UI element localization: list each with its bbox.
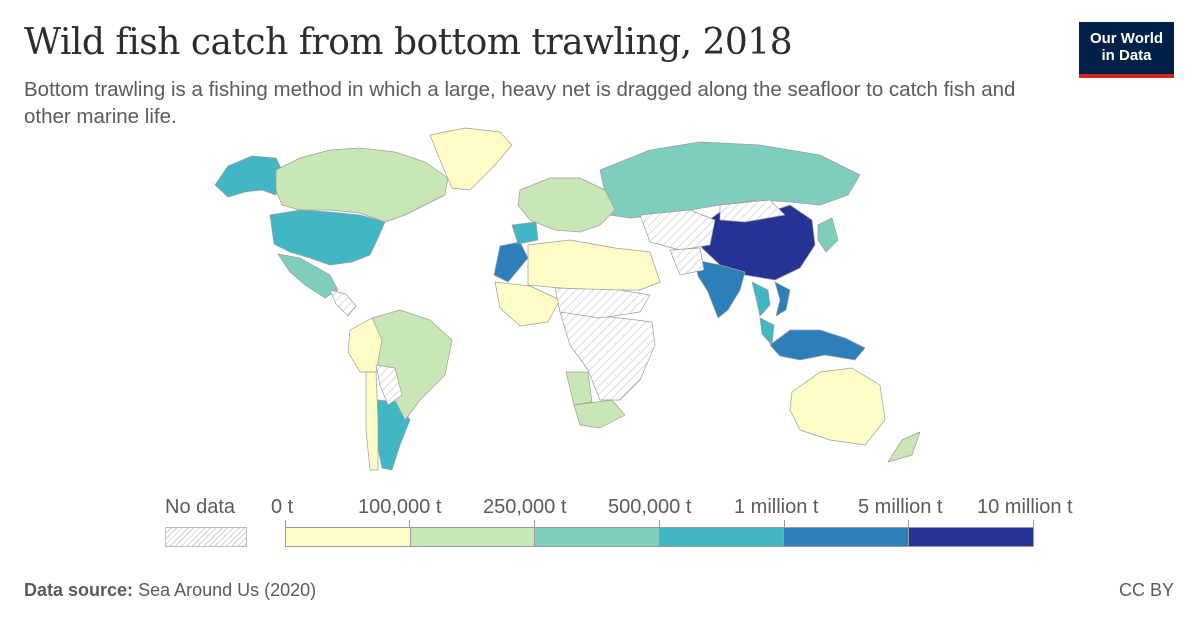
legend-tick-label: 250,000 t: [483, 496, 567, 518]
legend-swatch[interactable]: [286, 528, 411, 546]
logo-line-2: in Data: [1101, 47, 1152, 64]
country-afghanistan[interactable]: Afghanistan: [669, 247, 705, 276]
country-mexico[interactable]: Mexico: [277, 253, 339, 299]
legend-swatch[interactable]: [659, 528, 784, 546]
country-greenland[interactable]: Greenland: [429, 127, 513, 191]
legend-swatch[interactable]: [410, 528, 535, 546]
country-south-africa[interactable]: South Africa: [573, 399, 626, 429]
country-indonesia[interactable]: Indonesia: [769, 329, 866, 361]
country-vietnam[interactable]: Vietnam: [774, 281, 791, 317]
chart-subtitle: Bottom trawling is a fishing method in w…: [24, 78, 1016, 128]
country-west-africa[interactable]: West Africa: [494, 281, 561, 327]
country-north-africa[interactable]: North Africa: [527, 239, 661, 291]
country-new-zealand[interactable]: New Zealand: [887, 431, 921, 463]
country-bolivia-paraguay[interactable]: Bolivia / Paraguay: [375, 364, 403, 406]
legend-tick: [784, 520, 785, 527]
country-central-africa[interactable]: Central Africa: [559, 311, 656, 401]
legend-no-data-label: No data: [165, 496, 236, 518]
data-source: Data source: Sea Around Us (2020): [24, 580, 316, 601]
legend-swatch[interactable]: [535, 528, 660, 546]
country-australia[interactable]: Australia: [789, 367, 886, 446]
country-spain[interactable]: Spain: [511, 221, 539, 245]
legend-tick: [285, 520, 286, 527]
country-malaysia[interactable]: Malaysia: [759, 317, 775, 346]
data-source-text[interactable]: Sea Around Us (2020): [138, 580, 317, 600]
legend-tick: [1033, 520, 1034, 527]
legend-tick: [908, 520, 909, 527]
legend-tick: [534, 520, 535, 527]
country-japan[interactable]: Japan: [817, 217, 839, 253]
country-thailand[interactable]: Thailand: [751, 281, 771, 317]
country-canada[interactable]: Canada: [275, 147, 449, 223]
country-europe-most[interactable]: Europe (most): [517, 177, 616, 233]
legend-color-scale: [285, 527, 1034, 547]
country-kazakhstan-central-asia[interactable]: Kazakhstan / Central Asia: [639, 209, 716, 251]
legend-tick-label: 100,000 t: [358, 496, 442, 518]
country-india[interactable]: India: [694, 259, 746, 319]
license-link[interactable]: CC BY: [1118, 580, 1174, 600]
logo-line-1: Our World: [1089, 30, 1164, 47]
legend-tick-label: 0 t: [271, 496, 294, 518]
data-source-label: Data source:: [24, 580, 134, 600]
country-namibia[interactable]: Namibia: [565, 371, 593, 406]
country-mongolia[interactable]: Mongolia: [719, 199, 786, 223]
country-sahel[interactable]: Sahel: [554, 287, 651, 319]
legend-swatch[interactable]: [784, 528, 909, 546]
owid-logo[interactable]: Our World in Data: [1079, 22, 1174, 78]
country-united-states[interactable]: United States: [269, 209, 386, 266]
legend-tick-label: 1 million t: [734, 496, 819, 518]
legend-swatch[interactable]: [908, 528, 1033, 546]
legend-tick: [409, 520, 410, 527]
legend-tick: [659, 520, 660, 527]
country-morocco[interactable]: Morocco: [493, 241, 529, 283]
legend-tick-label: 10 million t: [977, 496, 1073, 518]
country-central-america[interactable]: Central America: [329, 289, 357, 317]
country-chile[interactable]: Chile: [365, 371, 379, 471]
country-alaska-united-states[interactable]: Alaska (United States): [214, 155, 283, 198]
legend-tick-label: 5 million t: [858, 496, 943, 518]
legend-no-data-swatch: [165, 527, 247, 547]
chart-title: Wild fish catch from bottom trawling, 20…: [24, 22, 793, 63]
legend-tick-label: 500,000 t: [608, 496, 692, 518]
